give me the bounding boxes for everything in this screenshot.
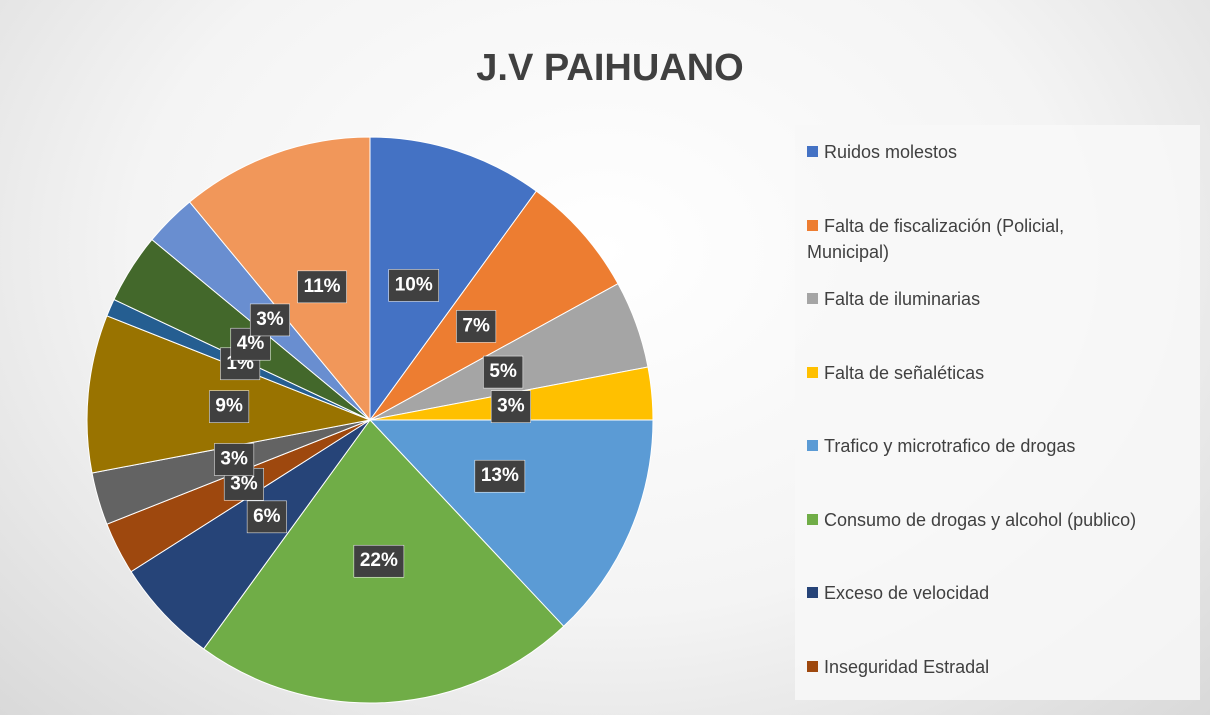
legend-label: Ruidos molestos [824, 142, 958, 162]
pie-slice [368, 419, 654, 628]
data-label-box [249, 303, 290, 337]
data-label: 3% [214, 443, 255, 476]
data-label-box [209, 390, 250, 423]
legend-entry: Falta de iluminarias [807, 286, 1137, 312]
data-label: 22% [353, 544, 405, 578]
data-label-text: 3% [230, 473, 258, 494]
data-label-box [246, 500, 287, 534]
data-label-box [353, 544, 405, 578]
data-label-text: 3% [220, 448, 248, 469]
legend-swatch [807, 293, 818, 304]
legend-label: Consumo de drogas y alcohol (publico) [824, 509, 1137, 530]
data-label-box [214, 443, 255, 476]
data-label-text: 6% [253, 506, 281, 527]
chart-title: J.V PAIHUANO [476, 47, 743, 89]
data-label: 5% [483, 355, 524, 389]
data-label: 3% [249, 303, 290, 337]
legend-entry: Inseguridad Estradal [807, 654, 1137, 680]
data-label-text: 5% [489, 361, 517, 382]
data-label-text: 7% [462, 315, 490, 336]
legend-entry: Falta de fiscalización (Policial, Munici… [807, 213, 1137, 265]
legend-label: Falta de fiscalización (Policial, Munici… [807, 215, 1065, 262]
legend-swatch [807, 660, 818, 672]
legend-swatch [807, 440, 818, 451]
data-label-text: 22% [360, 550, 398, 571]
pie-slice [188, 136, 371, 422]
data-label-box [474, 459, 526, 493]
legend-swatch [807, 513, 818, 525]
data-label-text: 3% [497, 396, 525, 417]
data-label: 9% [209, 390, 250, 423]
data-label: 13% [474, 459, 526, 493]
data-label: 11% [297, 270, 347, 304]
legend-label: Falta de señaléticas [824, 362, 985, 383]
legend-swatch [807, 146, 818, 157]
legend-label: Inseguridad Estradal [824, 656, 990, 677]
pie-slice [369, 190, 619, 421]
legend-entry: Trafico y microtrafico de drogas [807, 433, 1137, 459]
legend-label: Trafico y microtrafico de drogas [824, 436, 1076, 456]
data-label: 3% [490, 390, 531, 423]
data-label-text: 4% [237, 333, 265, 354]
legend-entry: Exceso de velocidad [807, 580, 1137, 606]
legend: Ruidos molestos Falta de fiscalización (P… [795, 125, 1200, 700]
data-label-text: 3% [256, 309, 284, 330]
data-label: 7% [456, 310, 497, 343]
data-label-text: 9% [215, 396, 243, 417]
data-label-box [483, 355, 524, 389]
legend-swatch [807, 366, 818, 378]
data-label-box [490, 390, 531, 423]
pie-slice [369, 136, 538, 422]
legend-entry: Falta de señaléticas [807, 360, 1137, 386]
legend-label: Exceso de velocidad [824, 583, 990, 603]
data-label: 10% [388, 269, 439, 302]
data-label-box [388, 269, 439, 302]
data-label: 6% [246, 500, 287, 534]
legend-swatch [807, 219, 818, 231]
legend-swatch [807, 587, 818, 598]
legend-entry: Consumo de drogas y alcohol (publico) [807, 507, 1137, 533]
data-label-box [456, 310, 497, 343]
data-label-text: 13% [481, 465, 519, 486]
legend-label: Falta de iluminarias [824, 289, 981, 309]
data-label-box [297, 270, 347, 304]
data-label-text: 11% [304, 276, 341, 297]
data-label-text: 10% [395, 274, 433, 295]
legend-entry: Ruidos molestos [807, 139, 1137, 165]
